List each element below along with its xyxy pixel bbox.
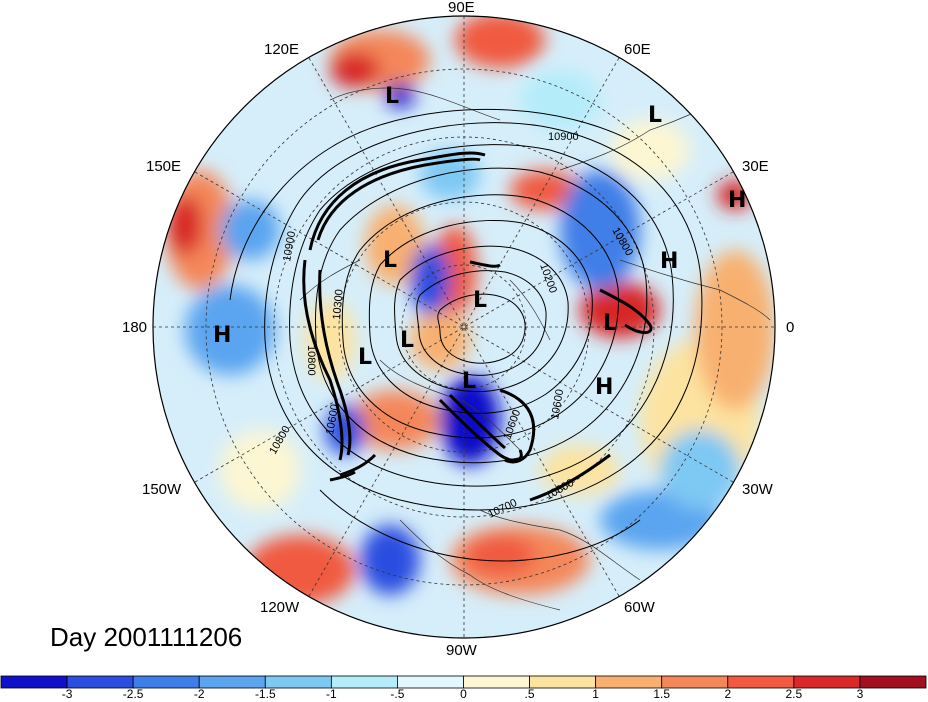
colorbar-swatch (595, 675, 663, 689)
low-center: L (383, 248, 397, 273)
lon-label-150w: 150W (142, 481, 182, 498)
date-title: Day 2001111206 (50, 622, 243, 652)
colorbar-tick-label: -2.5 (122, 687, 144, 701)
low-center: L (358, 345, 372, 370)
lon-label-120w: 120W (260, 599, 300, 616)
jet-contours (302, 151, 653, 502)
lon-label-0: 0 (786, 319, 795, 336)
contour-label: 10900 (281, 230, 298, 262)
lon-label-150e: 150E (146, 158, 182, 175)
height-contours (229, 108, 703, 562)
colorbar-swatch (397, 675, 464, 689)
colorbar-tick-label: -3 (61, 687, 73, 701)
lon-label-90e: 90E (448, 0, 475, 16)
lon-label-120e: 120E (264, 41, 300, 58)
contour-label: 10600 (324, 403, 341, 435)
lon-label-60e: 60E (624, 41, 651, 58)
low-center: L (648, 103, 662, 128)
contour-label: 10800 (305, 345, 317, 376)
colorbar-tick-label: 0 (460, 687, 467, 701)
pressure-centers: L L H H L H L L L L L H (213, 84, 746, 400)
colorbar-tick-label: -2 (193, 687, 205, 701)
low-center: L (385, 84, 399, 109)
high-center: H (660, 249, 678, 274)
contour-label: 10600 (549, 388, 566, 420)
colorbar-swatch (463, 675, 530, 689)
lon-label-30e: 30E (742, 158, 769, 175)
colorbar-tick-label: 1 (592, 687, 599, 701)
colorbar-tick-label: -1 (326, 687, 337, 701)
high-center: H (595, 375, 613, 400)
colorbar-tick-label: 2 (724, 687, 732, 701)
colorbar-swatch (859, 675, 927, 689)
lon-label-90w: 90W (446, 642, 477, 659)
colorbar-tick-label: .5 (524, 687, 535, 701)
colorbar-swatch (793, 675, 861, 689)
colorbar-swatch (330, 675, 398, 689)
contour-label: 10900 (548, 131, 579, 143)
colorbar-swatch (0, 675, 68, 689)
colorbar-tick-label: 3 (856, 687, 864, 701)
colorbar (0, 675, 927, 689)
contour-label: 10300 (331, 289, 346, 321)
colorbar-tick-label: -1.5 (254, 687, 276, 701)
low-center: L (603, 311, 617, 336)
high-center: H (213, 323, 231, 348)
colorbar-swatch (727, 675, 795, 689)
colorbar-swatch (661, 675, 729, 689)
lon-label-30w: 30W (742, 481, 773, 498)
high-center: H (728, 188, 746, 213)
map-border (152, 15, 776, 639)
low-center: L (462, 369, 476, 394)
colorbar-swatch (529, 675, 597, 689)
low-center: L (473, 288, 487, 313)
low-center: L (400, 328, 414, 353)
colorbar-tick-label: 2.5 (785, 687, 803, 701)
lon-label-180: 180 (122, 319, 148, 336)
colorbar-tick-label: -.5 (390, 687, 405, 701)
lon-label-60w: 60W (624, 599, 655, 616)
colorbar-tick-label: 1.5 (653, 687, 671, 701)
